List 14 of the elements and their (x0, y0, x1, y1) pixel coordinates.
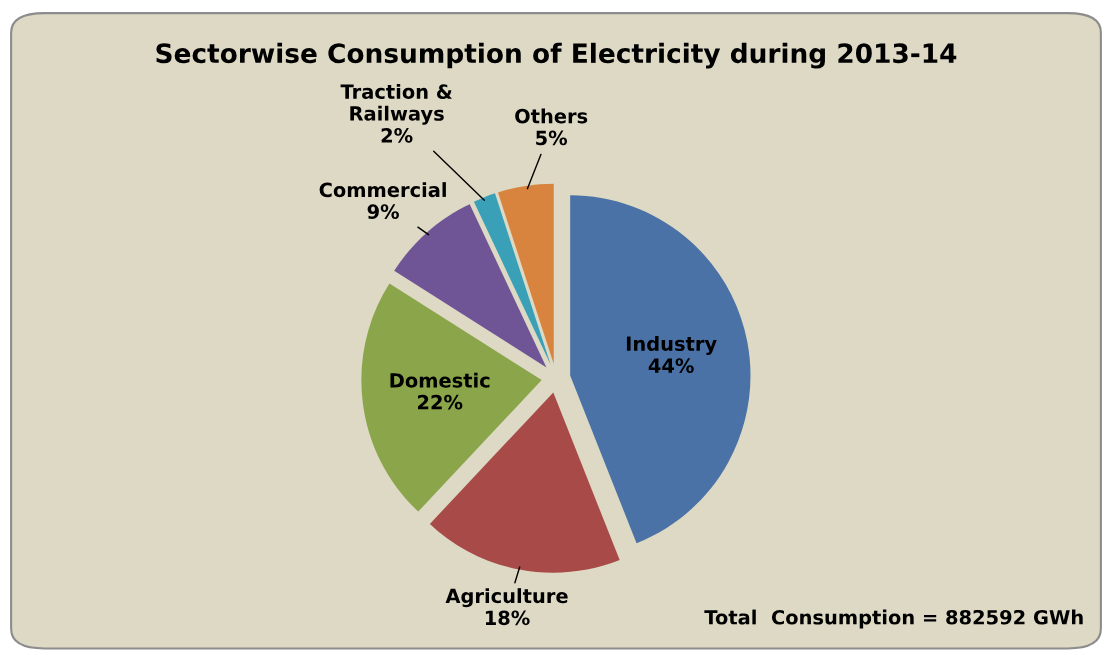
slice-label: Domestic (390, 372, 490, 388)
data-label: 5% (536, 130, 568, 146)
chart-title: Sectorwise Consumption of Electricity during 2013-14 (156, 42, 957, 69)
slice-label: Commercial (319, 182, 446, 198)
data-label: 18% (485, 610, 530, 626)
slice-label: Agriculture (445, 588, 568, 608)
data-label: 22% (417, 394, 463, 410)
data-label: 2% (381, 128, 413, 143)
text: Total Consumption = 882592 GWh (704, 609, 1083, 629)
data-label: 9% (367, 204, 399, 219)
data-label: 44% (648, 358, 694, 373)
slice-label: Others (515, 108, 588, 124)
slice-label: Traction & Railways (340, 83, 452, 125)
slice-label: Industry (626, 335, 717, 355)
